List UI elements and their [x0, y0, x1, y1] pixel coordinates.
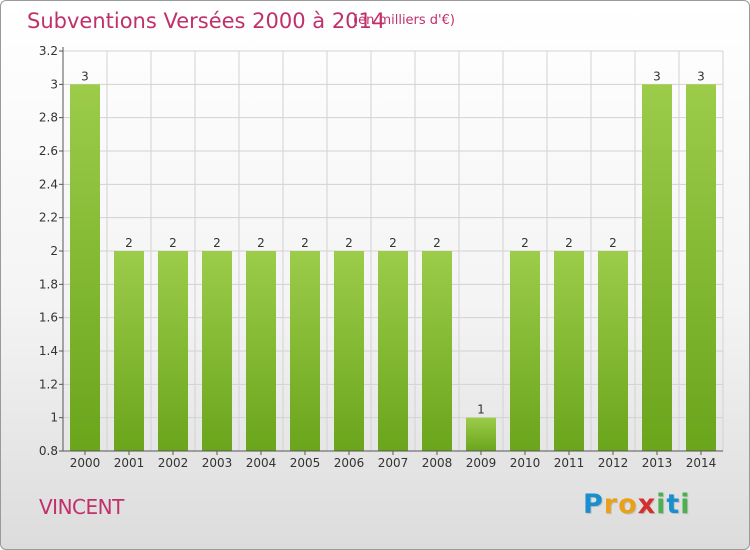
y-tick-label: 2.4 — [39, 177, 58, 191]
x-tick-label: 2000 — [70, 456, 101, 470]
labels: 0.8 1 1.2 1.4 1.6 1.8 2 2.2 2.4 2.6 2.8 3 3.2 3 2000 2 2… — [39, 44, 716, 470]
x-tick-label: 2003 — [202, 456, 233, 470]
logo-letter: r — [603, 489, 619, 520]
y-tick-label: 2.8 — [39, 111, 58, 125]
x-tick-label: 2005 — [290, 456, 321, 470]
bar — [378, 251, 408, 451]
unit-label: (en milliers d'€) — [353, 13, 455, 28]
bar-value-label: 3 — [653, 69, 661, 83]
x-tick-label: 2006 — [334, 456, 365, 470]
y-tick-label: 1.4 — [39, 344, 58, 358]
x-tick-label: 2014 — [686, 456, 717, 470]
bar-value-label: 2 — [213, 236, 221, 250]
x-tick-label: 2008 — [422, 456, 453, 470]
y-tick-label: 1 — [50, 411, 58, 425]
bar — [510, 251, 540, 451]
logo-letter: i — [680, 489, 691, 520]
y-tick-label: 0.8 — [39, 444, 58, 458]
bar-value-label: 2 — [345, 236, 353, 250]
y-tick-label: 3.2 — [39, 44, 58, 58]
bar-value-label: 2 — [125, 236, 133, 250]
bar-value-label: 2 — [433, 236, 441, 250]
bar-value-label: 2 — [609, 236, 617, 250]
bar — [334, 251, 364, 451]
x-tick-label: 2009 — [466, 456, 497, 470]
logo-letter: i — [656, 489, 667, 520]
bar — [158, 251, 188, 451]
bar-value-label: 2 — [389, 236, 397, 250]
bar-value-label: 2 — [169, 236, 177, 250]
y-tick-label: 2.2 — [39, 211, 58, 225]
y-tick-label: 1.6 — [39, 311, 58, 325]
logo-letter: x — [637, 489, 657, 520]
logo-letter: o — [618, 489, 638, 520]
bar — [554, 251, 584, 451]
bar — [202, 251, 232, 451]
y-tick-label: 3 — [50, 77, 58, 91]
x-tick-label: 2002 — [158, 456, 189, 470]
bar — [598, 251, 628, 451]
bar — [466, 417, 496, 451]
bar — [70, 84, 100, 451]
x-tick-label: 2012 — [598, 456, 629, 470]
x-tick-label: 2013 — [642, 456, 673, 470]
bar-value-label: 2 — [301, 236, 309, 250]
x-tick-label: 2007 — [378, 456, 409, 470]
bar-value-label: 3 — [697, 69, 705, 83]
logo-letter: t — [666, 489, 681, 520]
x-tick-label: 2010 — [510, 456, 541, 470]
y-tick-label: 2.6 — [39, 144, 58, 158]
x-tick-label: 2004 — [246, 456, 277, 470]
bar — [246, 251, 276, 451]
bar-value-label: 2 — [565, 236, 573, 250]
bar-value-label: 1 — [477, 403, 485, 417]
x-tick-label: 2011 — [554, 456, 585, 470]
chart-title: Subventions Versées 2000 à 2014 — [27, 9, 386, 33]
bar-value-label: 3 — [81, 69, 89, 83]
proxiti-logo: Proxiti — [583, 489, 691, 520]
logo-letter: P — [583, 489, 604, 520]
x-tick-label: 2001 — [114, 456, 145, 470]
bar — [114, 251, 144, 451]
bar — [686, 84, 716, 451]
bars — [70, 84, 716, 451]
y-tick-label: 1.8 — [39, 277, 58, 291]
bar — [642, 84, 672, 451]
commune-name: VINCENT — [39, 495, 124, 519]
y-tick-label: 1.2 — [39, 377, 58, 391]
bar — [290, 251, 320, 451]
axes — [59, 47, 723, 455]
y-tick-label: 2 — [50, 244, 58, 258]
bar-value-label: 2 — [521, 236, 529, 250]
bar — [422, 251, 452, 451]
bar-value-label: 2 — [257, 236, 265, 250]
